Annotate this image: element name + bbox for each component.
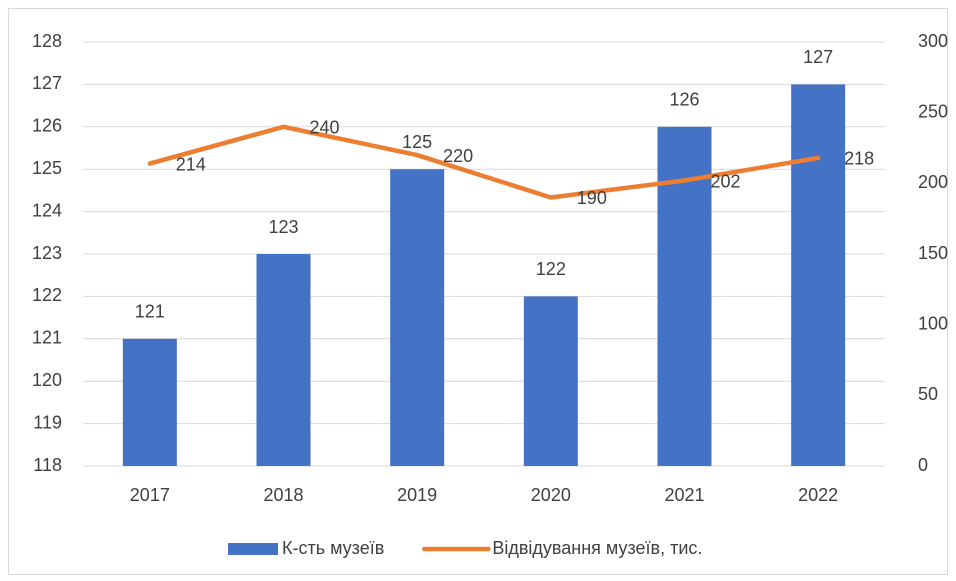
y2-tick-label: 0 bbox=[918, 455, 928, 475]
y-tick-label: 124 bbox=[32, 200, 62, 220]
x-tick-label: 2017 bbox=[130, 485, 170, 505]
data-label: 122 bbox=[536, 259, 566, 279]
data-label: 126 bbox=[669, 90, 699, 110]
bar bbox=[390, 169, 445, 466]
data-label: 127 bbox=[803, 47, 833, 67]
bar bbox=[791, 84, 846, 467]
y-tick-label: 121 bbox=[32, 328, 62, 348]
x-tick-label: 2019 bbox=[397, 485, 437, 505]
data-label: 125 bbox=[402, 132, 432, 152]
y-tick-label: 122 bbox=[32, 285, 62, 305]
y-tick-label: 119 bbox=[33, 412, 62, 432]
line bbox=[147, 124, 821, 200]
y2-tick-label: 250 bbox=[918, 101, 948, 121]
data-label: 220 bbox=[443, 146, 473, 166]
data-label: 202 bbox=[710, 171, 740, 191]
y-tick-label: 125 bbox=[32, 158, 62, 178]
y-tick-label: 123 bbox=[32, 243, 62, 263]
data-label: 123 bbox=[268, 217, 298, 237]
y2-tick-label: 150 bbox=[918, 243, 948, 263]
y2-tick-label: 100 bbox=[918, 313, 948, 333]
bar bbox=[523, 296, 578, 466]
data-label: 218 bbox=[844, 149, 874, 169]
bar bbox=[256, 254, 311, 466]
data-label: 121 bbox=[135, 302, 165, 322]
x-tick-label: 2018 bbox=[263, 485, 303, 505]
y-tick-label: 118 bbox=[33, 455, 62, 475]
chart-border bbox=[8, 8, 948, 575]
x-tick-label: 2021 bbox=[664, 485, 704, 505]
y-tick-label: 120 bbox=[32, 370, 62, 390]
legend-label: Відвідування музеїв, тис. bbox=[492, 538, 702, 558]
data-label: 240 bbox=[309, 118, 339, 138]
y-tick-label: 128 bbox=[32, 31, 62, 51]
y2-tick-label: 200 bbox=[918, 172, 948, 192]
data-label: 214 bbox=[176, 154, 206, 174]
y-tick-label: 127 bbox=[32, 73, 62, 93]
y-tick-label: 126 bbox=[32, 116, 62, 136]
y2-tick-label: 300 bbox=[918, 31, 948, 51]
x-tick-label: 2022 bbox=[798, 485, 838, 505]
legend-swatch bbox=[228, 543, 278, 555]
bar bbox=[122, 338, 177, 466]
y2-tick-label: 50 bbox=[918, 384, 938, 404]
legend-label: К-сть музеїв bbox=[282, 538, 384, 558]
data-label: 190 bbox=[577, 188, 607, 208]
x-tick-label: 2020 bbox=[531, 485, 571, 505]
